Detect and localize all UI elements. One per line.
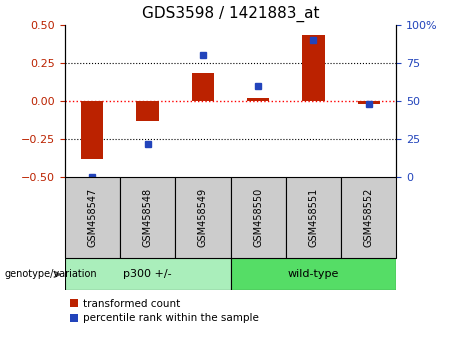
- FancyBboxPatch shape: [120, 177, 175, 258]
- FancyBboxPatch shape: [286, 177, 341, 258]
- FancyBboxPatch shape: [175, 177, 230, 258]
- Text: GSM458551: GSM458551: [308, 188, 319, 247]
- Title: GDS3598 / 1421883_at: GDS3598 / 1421883_at: [142, 6, 319, 22]
- Legend: transformed count, percentile rank within the sample: transformed count, percentile rank withi…: [70, 299, 259, 323]
- Text: GSM458549: GSM458549: [198, 188, 208, 247]
- FancyBboxPatch shape: [230, 258, 396, 290]
- FancyBboxPatch shape: [65, 258, 230, 290]
- Text: GSM458547: GSM458547: [87, 188, 97, 247]
- Text: GSM458550: GSM458550: [253, 188, 263, 247]
- Text: p300 +/-: p300 +/-: [123, 269, 172, 279]
- Bar: [358, 101, 380, 104]
- Text: genotype/variation: genotype/variation: [5, 269, 97, 279]
- Bar: [247, 98, 269, 101]
- FancyBboxPatch shape: [230, 177, 286, 258]
- Text: GSM458548: GSM458548: [142, 188, 153, 247]
- FancyBboxPatch shape: [341, 177, 396, 258]
- Text: wild-type: wild-type: [288, 269, 339, 279]
- Text: GSM458552: GSM458552: [364, 188, 374, 247]
- Bar: [192, 74, 214, 101]
- Bar: [81, 101, 103, 159]
- Bar: [302, 35, 325, 101]
- FancyBboxPatch shape: [65, 177, 120, 258]
- Bar: [136, 101, 159, 121]
